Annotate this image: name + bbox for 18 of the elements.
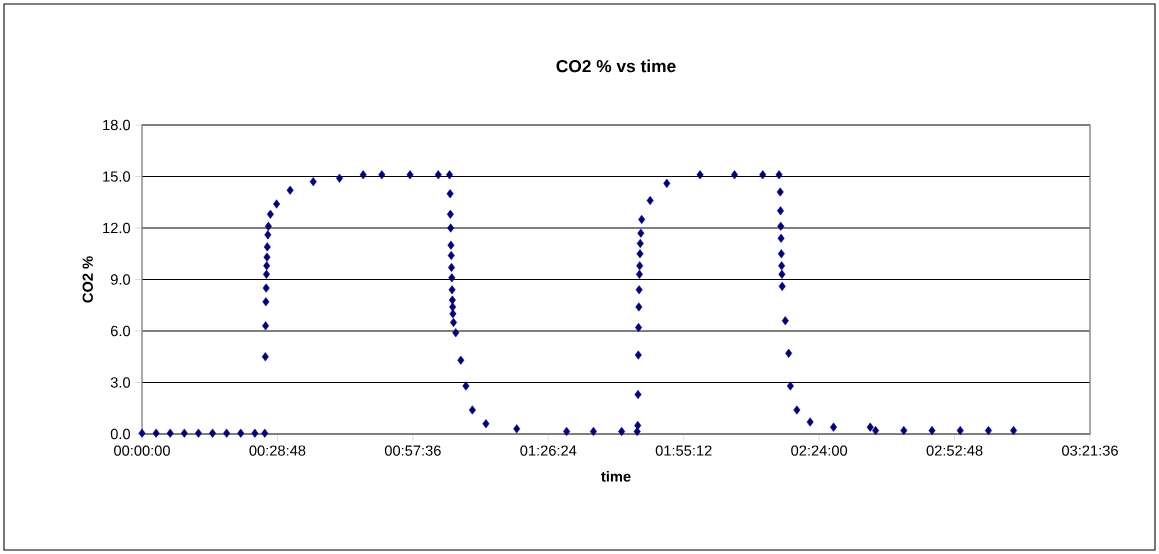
x-tick-label: 01:55:12 [655,445,712,456]
x-tick-label: 00:00:00 [114,445,170,456]
y-tick-label: 12.0 [103,222,131,234]
y-tick-label: 15.0 [103,171,131,182]
x-tick-label: 00:57:36 [384,445,441,456]
x-tick-label: 00:28:48 [249,445,306,456]
x-tick-label: 03:21:36 [1062,445,1118,456]
y-tick-label: 6.0 [110,325,131,337]
y-axis-title: CO2 % [82,256,93,303]
y-tick-label: 0.0 [110,428,131,440]
x-tick-label: 01:26:24 [520,445,577,456]
y-tick-label: 18.0 [103,119,131,131]
x-tick-label: 02:24:00 [791,445,848,456]
x-tick-label: 02:52:48 [926,445,983,456]
chart-title: CO2 % vs time [556,59,676,73]
y-tick-label: 3.0 [110,377,131,388]
y-tick-label: 9.0 [110,274,131,285]
x-axis-title: time [601,470,631,482]
